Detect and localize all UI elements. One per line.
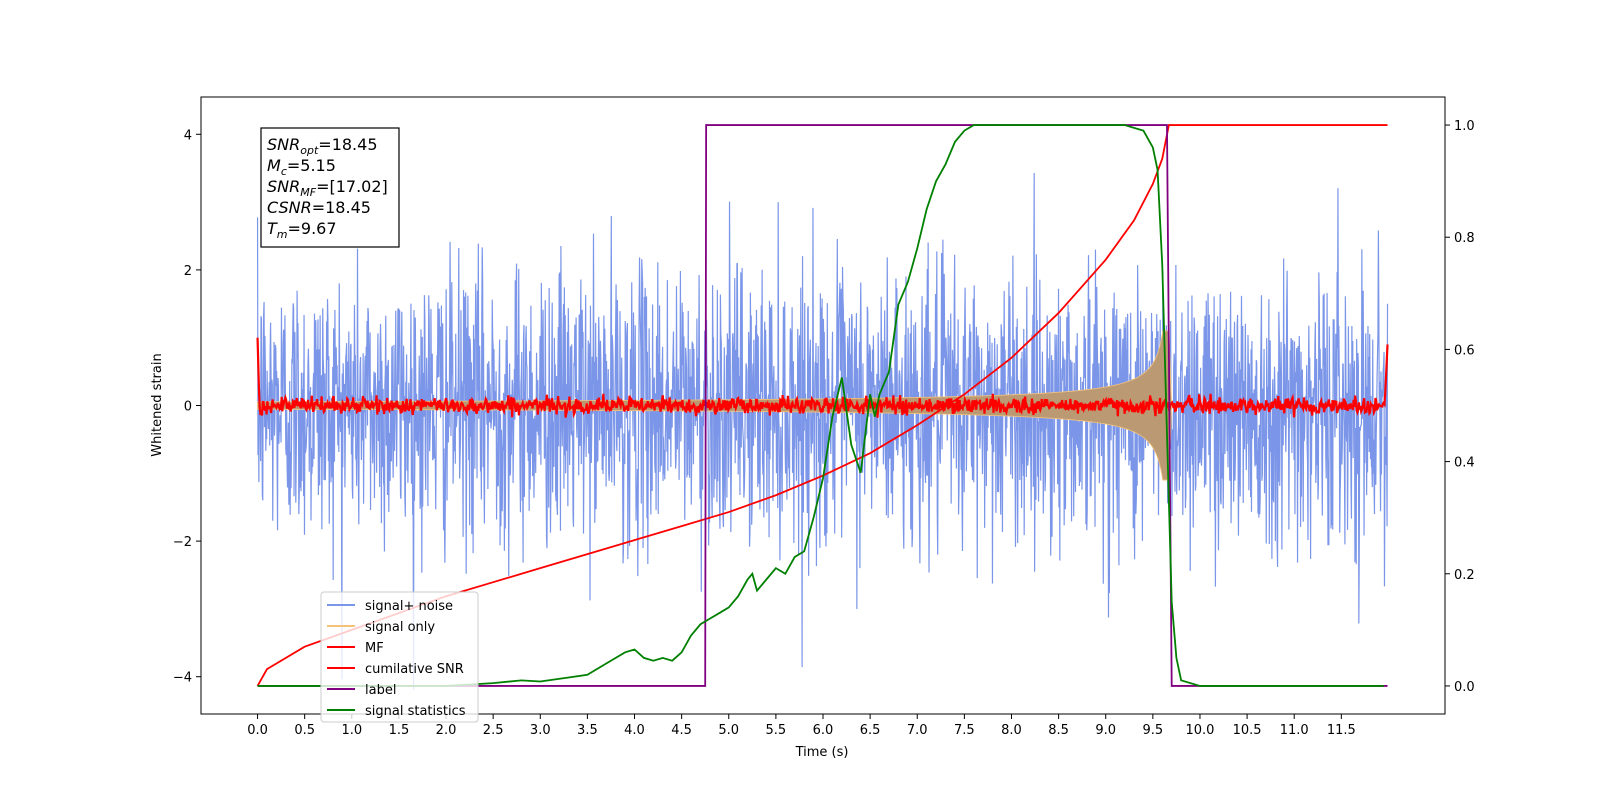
legend-label: signal only [365,620,435,635]
y-tick-label: 0 [184,400,192,415]
x-tick-label: 4.5 [671,723,692,738]
y2-tick-label: 1.0 [1454,119,1475,134]
x-tick-label: 11.5 [1327,723,1356,738]
annotation-line: Mc=5.15 [267,156,336,178]
y-tick-label: −4 [173,671,192,686]
y-axis-right: 1.0 0.8 0.6 0.4 0.2 0.0 [1445,119,1475,695]
y2-tick-label: 0.6 [1454,343,1475,358]
series-layer [256,124,1389,690]
annotation-line: CSNR=18.45 [267,198,371,217]
x-axis: 0.0 0.5 1.0 1.5 2.0 2.5 3.0 3.5 4.0 4.5 5.0 5.5 6.0 6… [247,714,1356,738]
x-tick-label: 9.0 [1095,723,1116,738]
legend-label: label [365,683,396,698]
y-tick-label: 4 [184,128,192,143]
x-tick-label: 7.5 [954,723,975,738]
y2-tick-label: 0.8 [1454,231,1475,246]
x-tick-label: 7.0 [907,723,928,738]
x-tick-label: 9.5 [1143,723,1164,738]
y-axis-title: Whitened strain [150,353,165,456]
x-tick-label: 2.0 [436,723,457,738]
x-tick-label: 3.0 [530,723,551,738]
x-tick-label: 4.0 [624,723,645,738]
annotation-line: SNRopt=18.45 [267,135,378,157]
y-tick-label: −2 [173,535,192,550]
series-signal-statistics [257,124,1384,687]
x-tick-label: 11.0 [1280,723,1309,738]
annotation-line: Tm=9.67 [267,219,337,241]
y2-tick-label: 0.2 [1454,568,1475,583]
legend-label: MF [365,641,384,656]
x-tick-label: 2.5 [483,723,504,738]
legend: signal+ noise signal only MF cumilative SNR… [320,591,479,723]
legend-label: cumilative SNR [365,662,464,677]
x-tick-label: 10.5 [1233,723,1262,738]
x-tick-label: 5.0 [718,723,739,738]
x-tick-label: 0.0 [247,723,268,738]
x-tick-label: 6.0 [813,723,834,738]
annotation-frame [260,127,400,248]
legend-label: signal+ noise [365,599,453,614]
y2-tick-label: 0.0 [1454,680,1475,695]
x-tick-label: 1.5 [389,723,410,738]
y-tick-label: 2 [184,264,192,279]
legend-label: signal statistics [365,704,466,719]
x-tick-label: 8.5 [1048,723,1069,738]
x-axis-title: Time (s) [795,745,849,760]
series-mf [256,337,1389,419]
x-tick-label: 6.5 [860,723,881,738]
y2-tick-label: 0.4 [1454,456,1475,471]
annotation-line: SNRMF=[17.02] [267,177,388,199]
x-tick-label: 8.0 [1001,723,1022,738]
x-tick-label: 5.5 [766,723,787,738]
series-signal-noise [256,172,1389,690]
x-tick-label: 0.5 [294,723,315,738]
x-tick-label: 10.0 [1185,723,1214,738]
x-tick-label: 1.0 [341,723,362,738]
x-tick-label: 3.5 [577,723,598,738]
legend-frame [320,591,479,723]
stats-annotation-box: SNRopt=18.45Mc=5.15SNRMF=[17.02]CSNR=18.… [260,127,400,248]
y-axis-left: 4 2 0 −2 −4 [173,128,201,686]
